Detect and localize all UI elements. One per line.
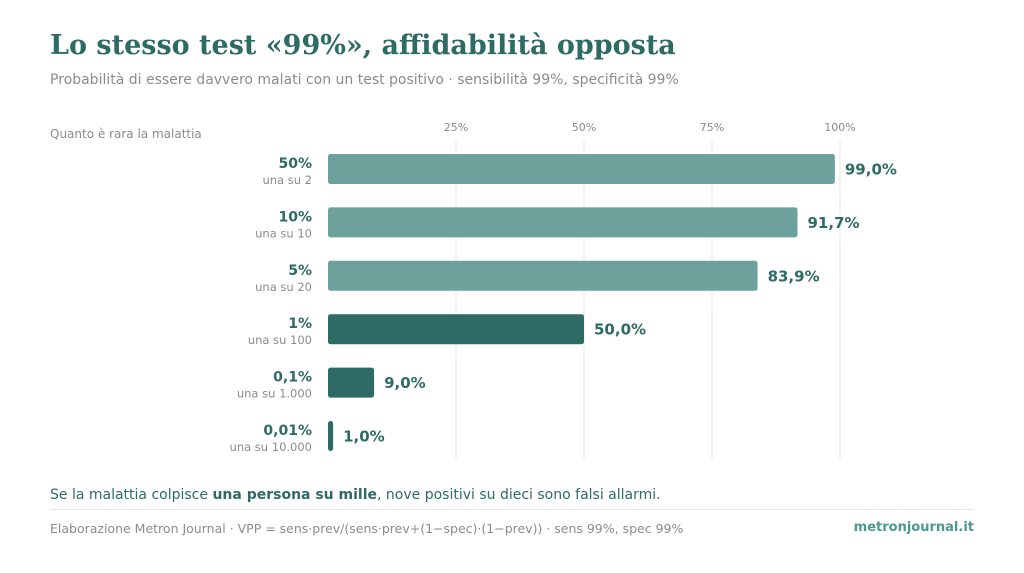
footer-note: Elaborazione Metron Journal · VPP = sens… xyxy=(50,521,684,536)
x-tick-label: 100% xyxy=(824,121,855,134)
value-label: 83,9% xyxy=(768,267,820,285)
value-labels: 99,0% 91,7% 83,9% 50,0% 9,0% 1,0% xyxy=(343,161,897,446)
footer-brand: metronjournal.it xyxy=(853,520,974,535)
category-sublabel: una su 20 xyxy=(255,280,312,294)
x-tick-label: 75% xyxy=(700,121,724,134)
category-sublabel: una su 1.000 xyxy=(237,387,312,401)
value-label: 1,0% xyxy=(343,428,385,446)
bar xyxy=(328,207,798,238)
category-sublabel: una su 10 xyxy=(255,226,312,240)
category-sublabel: una su 2 xyxy=(262,173,312,187)
y-axis-label: Quanto è rara la malattia xyxy=(50,127,202,141)
callout-text: Se la malattia colpisce una persona su m… xyxy=(50,487,661,503)
category-label: 0,01% xyxy=(263,423,312,439)
category-sublabel: una su 100 xyxy=(248,333,312,347)
bar xyxy=(328,154,835,184)
grid-lines xyxy=(455,140,841,460)
value-label: 91,7% xyxy=(808,214,860,232)
bar xyxy=(328,421,334,451)
category-label: 50% xyxy=(278,156,312,172)
callout-emphasis: una persona su mille xyxy=(212,487,378,503)
bar xyxy=(328,314,584,345)
footer-divider xyxy=(50,509,974,510)
value-label: 50,0% xyxy=(594,321,646,339)
category-sublabel: una su 10.000 xyxy=(230,440,312,454)
x-tick-label: 50% xyxy=(572,121,596,134)
callout-suffix: , nove positivi su dieci sono falsi alla… xyxy=(377,487,661,503)
bar xyxy=(328,367,375,398)
category-label: 1% xyxy=(288,316,312,332)
bars xyxy=(328,154,835,451)
chart-title: Lo stesso test «99%», affidabilità oppos… xyxy=(50,30,676,61)
x-axis-ticks: 25% 50% 75% 100% xyxy=(444,121,856,134)
category-label: 10% xyxy=(278,209,312,225)
value-label: 9,0% xyxy=(384,374,426,392)
bar-chart: Quanto è rara la malattia 25% 50% 75% 100% … xyxy=(50,121,897,460)
category-label: 0,1% xyxy=(273,370,312,386)
value-label: 99,0% xyxy=(845,161,897,179)
bar xyxy=(328,260,758,291)
callout-prefix: Se la malattia colpisce xyxy=(50,487,213,503)
category-labels: 50%una su 210%una su 105%una su 201%una … xyxy=(230,156,312,454)
x-tick-label: 25% xyxy=(444,121,468,134)
category-label: 5% xyxy=(288,263,312,279)
chart-subtitle: Probabilità di essere davvero malati con… xyxy=(50,72,679,88)
